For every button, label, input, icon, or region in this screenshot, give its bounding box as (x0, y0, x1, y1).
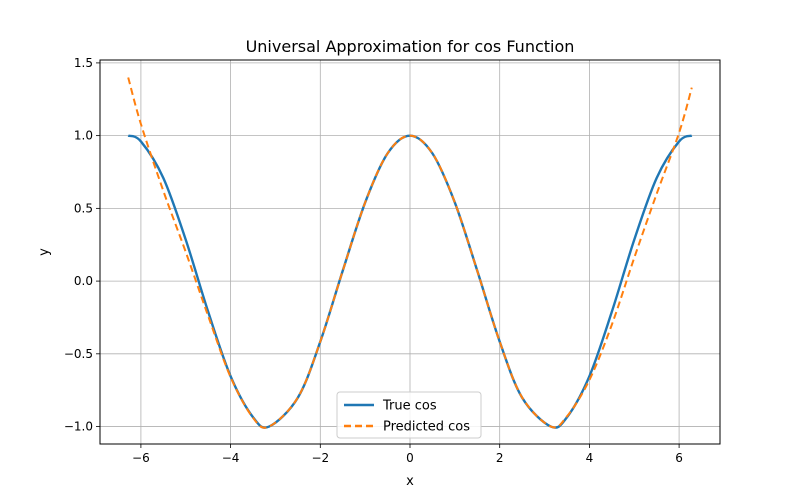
x-tick-label: −2 (311, 451, 329, 465)
y-tick-label: 0.5 (74, 201, 93, 215)
y-tick-label: 0.0 (74, 274, 93, 288)
y-tick-label: −1.0 (64, 420, 93, 434)
x-tick-label: 4 (586, 451, 594, 465)
x-axis-label: x (406, 474, 414, 489)
x-tick-label: 6 (675, 451, 683, 465)
x-tick-label: 0 (406, 451, 414, 465)
grid-layer (100, 60, 720, 444)
y-tick-label: 1.0 (74, 129, 93, 143)
chart-title: Universal Approximation for cos Function (246, 37, 575, 56)
x-tick-label: −4 (222, 451, 240, 465)
legend-label-true-cos: True cos (382, 399, 437, 414)
series-line-predicted-cos (127, 77, 693, 429)
x-tick-label: −6 (132, 451, 150, 465)
series-layer (127, 77, 693, 429)
legend: True cos Predicted cos (336, 391, 482, 439)
legend-label-predicted-cos: Predicted cos (383, 420, 470, 435)
tick-layer: −6 −4 −2 0 2 4 6 −1.0 −0.5 0.0 0.5 1.0 1.5 (64, 56, 683, 465)
y-axis-label: y (37, 248, 52, 256)
y-tick-label: 1.5 (74, 56, 93, 70)
y-tick-label: −0.5 (64, 347, 93, 361)
x-tick-label: 2 (496, 451, 504, 465)
